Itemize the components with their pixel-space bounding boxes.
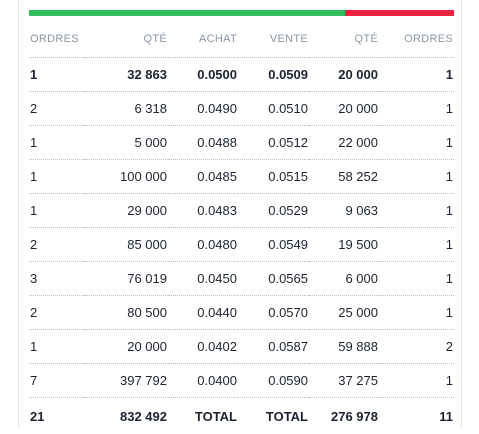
ask-qty: 9 063: [309, 194, 379, 228]
bid-orders: 7: [29, 364, 84, 398]
book-row: 1 5 000 0.0488 0.0512 22 000 1: [29, 126, 454, 160]
bid-price: 0.0500: [168, 58, 238, 92]
bid-qty: 80 500: [84, 296, 168, 330]
ask-orders: 1: [379, 262, 454, 296]
bid-qty: 29 000: [84, 194, 168, 228]
book-row: 1 29 000 0.0483 0.0529 9 063 1: [29, 194, 454, 228]
book-row: 3 76 019 0.0450 0.0565 6 000 1: [29, 262, 454, 296]
order-book-table: ORDRES QTÉ ACHAT VENTE QTÉ ORDRES 1 32 8…: [29, 21, 454, 434]
ask-orders: 1: [379, 58, 454, 92]
total-bid-orders: 21: [29, 398, 84, 434]
bid-orders: 1: [29, 194, 84, 228]
bid-price: 0.0480: [168, 228, 238, 262]
ask-qty: 37 275: [309, 364, 379, 398]
bid-price: 0.0400: [168, 364, 238, 398]
header-qty-bid: QTÉ: [84, 21, 168, 58]
bid-qty: 397 792: [84, 364, 168, 398]
bid-qty: 6 318: [84, 92, 168, 126]
order-book-panel: ORDRES QTÉ ACHAT VENTE QTÉ ORDRES 1 32 8…: [18, 0, 462, 428]
total-bid-label: TOTAL: [168, 398, 238, 434]
header-orders-ask: ORDRES: [379, 21, 454, 58]
ask-orders: 1: [379, 160, 454, 194]
ask-orders: 1: [379, 92, 454, 126]
ask-price: 0.0587: [238, 330, 309, 364]
ask-price: 0.0549: [238, 228, 309, 262]
bid-price: 0.0483: [168, 194, 238, 228]
total-ask-label: TOTAL: [238, 398, 309, 434]
book-row: 2 85 000 0.0480 0.0549 19 500 1: [29, 228, 454, 262]
depth-bar-sell-fill: [345, 10, 454, 16]
bid-qty: 85 000: [84, 228, 168, 262]
bid-orders: 1: [29, 58, 84, 92]
bid-orders: 2: [29, 228, 84, 262]
ask-qty: 20 000: [309, 92, 379, 126]
bid-qty: 32 863: [84, 58, 168, 92]
book-row: 1 32 863 0.0500 0.0509 20 000 1: [29, 58, 454, 92]
ask-orders: 1: [379, 364, 454, 398]
bid-orders: 1: [29, 126, 84, 160]
header-orders-bid: ORDRES: [29, 21, 84, 58]
header-ask-price: VENTE: [238, 21, 309, 58]
bid-qty: 76 019: [84, 262, 168, 296]
ask-qty: 20 000: [309, 58, 379, 92]
ask-orders: 1: [379, 194, 454, 228]
header-row: ORDRES QTÉ ACHAT VENTE QTÉ ORDRES: [29, 21, 454, 58]
header-qty-ask: QTÉ: [309, 21, 379, 58]
bid-qty: 20 000: [84, 330, 168, 364]
ask-price: 0.0509: [238, 58, 309, 92]
book-row: 2 80 500 0.0440 0.0570 25 000 1: [29, 296, 454, 330]
totals-row: 21 832 492 TOTAL TOTAL 276 978 11: [29, 398, 454, 434]
bid-qty: 5 000: [84, 126, 168, 160]
bid-orders: 1: [29, 160, 84, 194]
ask-qty: 59 888: [309, 330, 379, 364]
bid-orders: 1: [29, 330, 84, 364]
ask-price: 0.0565: [238, 262, 309, 296]
bid-price: 0.0488: [168, 126, 238, 160]
bid-price: 0.0490: [168, 92, 238, 126]
bid-orders: 3: [29, 262, 84, 296]
bid-orders: 2: [29, 92, 84, 126]
ask-price: 0.0590: [238, 364, 309, 398]
total-bid-qty: 832 492: [84, 398, 168, 434]
bid-orders: 2: [29, 296, 84, 330]
book-row: 7 397 792 0.0400 0.0590 37 275 1: [29, 364, 454, 398]
depth-bar-buy-fill: [29, 10, 345, 16]
ask-orders: 2: [379, 330, 454, 364]
ask-price: 0.0529: [238, 194, 309, 228]
bid-qty: 100 000: [84, 160, 168, 194]
ask-qty: 19 500: [309, 228, 379, 262]
book-row: 1 20 000 0.0402 0.0587 59 888 2: [29, 330, 454, 364]
bid-price: 0.0402: [168, 330, 238, 364]
bid-price: 0.0440: [168, 296, 238, 330]
book-row: 2 6 318 0.0490 0.0510 20 000 1: [29, 92, 454, 126]
ask-qty: 25 000: [309, 296, 379, 330]
depth-bar: [29, 10, 454, 16]
ask-qty: 22 000: [309, 126, 379, 160]
ask-orders: 1: [379, 126, 454, 160]
total-ask-qty: 276 978: [309, 398, 379, 434]
ask-orders: 1: [379, 228, 454, 262]
ask-price: 0.0515: [238, 160, 309, 194]
ask-qty: 58 252: [309, 160, 379, 194]
bid-price: 0.0450: [168, 262, 238, 296]
ask-price: 0.0570: [238, 296, 309, 330]
header-bid-price: ACHAT: [168, 21, 238, 58]
bid-price: 0.0485: [168, 160, 238, 194]
total-ask-orders: 11: [379, 398, 454, 434]
book-row: 1 100 000 0.0485 0.0515 58 252 1: [29, 160, 454, 194]
ask-price: 0.0510: [238, 92, 309, 126]
ask-orders: 1: [379, 296, 454, 330]
ask-qty: 6 000: [309, 262, 379, 296]
ask-price: 0.0512: [238, 126, 309, 160]
